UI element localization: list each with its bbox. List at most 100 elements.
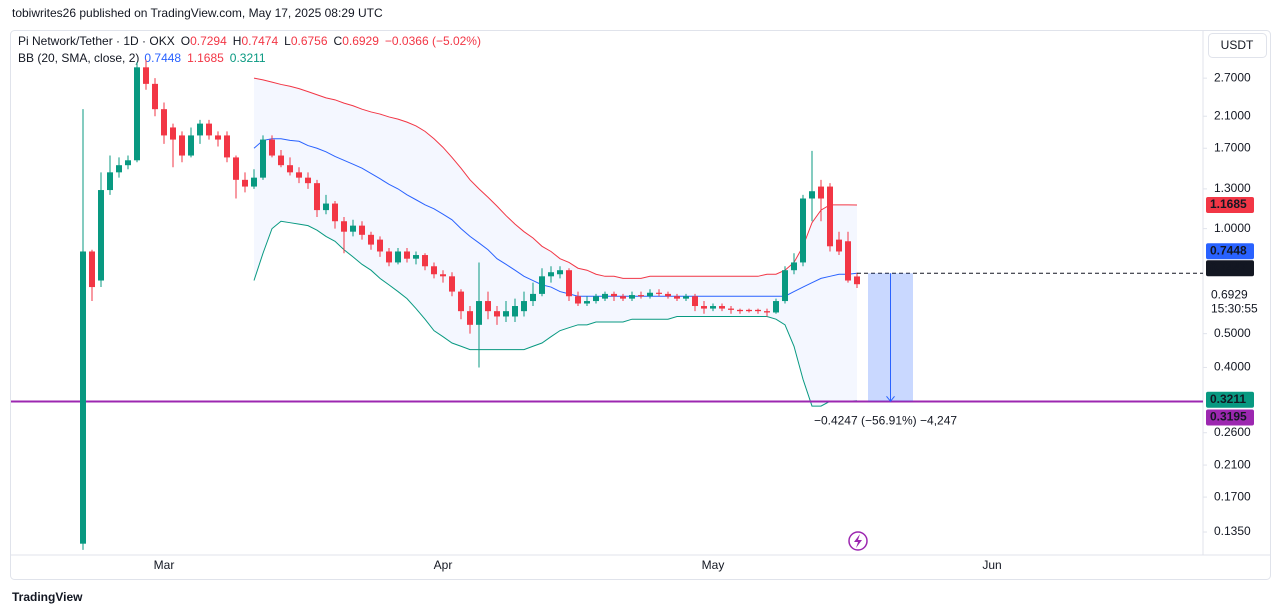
- candle-body: [620, 296, 626, 299]
- y-tick-label: 1.0000: [1214, 221, 1251, 235]
- candle-body: [341, 221, 347, 232]
- candle-body: [557, 270, 563, 275]
- candle-body: [611, 293, 617, 297]
- candle-body: [287, 165, 293, 173]
- candle-body: [746, 309, 752, 312]
- price-label-box: [1206, 391, 1254, 408]
- legend-ohlc: Pi Network/Tether · 1D · OKX O0.7294 H0.74…: [18, 34, 481, 48]
- candle-body: [107, 172, 113, 191]
- candle-body: [296, 172, 302, 178]
- ohlc-value: 0.6929: [342, 34, 379, 48]
- indicator-value: 1.1685: [187, 51, 224, 65]
- candle-body: [476, 301, 482, 325]
- candle-body: [773, 301, 779, 313]
- candle-body: [737, 309, 743, 312]
- candle-body: [548, 272, 554, 277]
- price-label: 1.1685: [1210, 197, 1247, 211]
- icon-bolt[interactable]: [854, 534, 862, 548]
- candle-body: [782, 270, 788, 302]
- candle-body: [656, 292, 662, 294]
- candle-body: [539, 276, 545, 294]
- countdown: 15:30:55: [1211, 301, 1258, 315]
- y-tick-label: 0.5000: [1214, 326, 1251, 340]
- candle-body: [701, 306, 707, 309]
- x-tick-label: Apr: [434, 558, 453, 572]
- band-fill: [254, 78, 857, 407]
- candle-body: [458, 291, 464, 312]
- chart-frame: [10, 30, 1271, 580]
- candle-body: [431, 266, 437, 275]
- candle-body: [728, 308, 734, 310]
- candle-body: [800, 198, 806, 263]
- candle-body: [404, 251, 410, 259]
- ohlc-value: 0.7294: [190, 34, 227, 48]
- candle-body: [116, 165, 122, 173]
- candle-body: [512, 306, 518, 317]
- candle-body: [377, 239, 383, 252]
- ohlc-key: O: [181, 34, 190, 48]
- candle-body: [350, 225, 356, 232]
- candle-body: [530, 293, 536, 302]
- candle-body: [440, 274, 446, 277]
- y-tick-label: 0.2100: [1214, 457, 1251, 471]
- candle-body: [674, 296, 680, 299]
- candle-body: [170, 127, 176, 140]
- icon-circle[interactable]: [848, 531, 868, 551]
- candle-body: [755, 309, 761, 312]
- price-label: 0.7448: [1210, 243, 1247, 257]
- candle-body: [521, 301, 527, 312]
- candle-body: [323, 203, 329, 211]
- candle-body: [215, 135, 221, 140]
- x-tick-label: Jun: [982, 558, 1001, 572]
- price-label: 0.3211: [1210, 392, 1246, 406]
- ohlc-key: H: [233, 34, 242, 48]
- candle-body: [206, 123, 212, 136]
- plot: −0.4247 (−56.91%) −4,247: [11, 59, 1203, 550]
- candle-body: [179, 135, 185, 156]
- candle-body: [251, 177, 257, 187]
- candle-body: [422, 255, 428, 267]
- candle-body: [467, 311, 473, 325]
- candle-body: [503, 311, 509, 317]
- price-label: 0.3195: [1210, 410, 1247, 424]
- footer-logo: TradingView: [12, 590, 83, 604]
- candle-body: [143, 67, 149, 84]
- candle-body: [854, 276, 860, 285]
- candle-body: [710, 306, 716, 309]
- candle-body: [161, 109, 167, 136]
- candle-body: [665, 293, 671, 297]
- candle-body: [584, 301, 590, 304]
- ohlc-value: 0.7474: [241, 34, 278, 48]
- band-line: [253, 220, 858, 407]
- candle-body: [809, 191, 815, 199]
- indicator-label: BB (20, SMA, close, 2): [18, 51, 139, 65]
- y-tick-label: 0.1350: [1214, 524, 1251, 538]
- y-tick-label: 2.7000: [1214, 70, 1251, 84]
- band-line: [253, 138, 858, 297]
- candle-body: [395, 251, 401, 263]
- candle-body: [413, 255, 419, 259]
- candle-body: [152, 83, 158, 110]
- candle-body: [89, 251, 95, 288]
- candle-body: [485, 301, 491, 312]
- y-tick-label: 2.1000: [1214, 108, 1251, 122]
- currency-button[interactable]: [1208, 33, 1267, 58]
- candle-body: [233, 157, 239, 180]
- candle-body: [692, 296, 698, 307]
- candle-body: [197, 123, 203, 136]
- price-label-box: [1206, 260, 1254, 277]
- measure-label: −0.4247 (−56.91%) −4,247: [814, 413, 957, 427]
- band-line: [253, 77, 858, 279]
- candle-body: [494, 311, 500, 317]
- candle-body: [719, 306, 725, 309]
- candle-body: [188, 135, 194, 156]
- attribution: tobiwrites26 published on TradingView.co…: [12, 6, 383, 20]
- candle-body: [305, 177, 311, 184]
- currency[interactable]: USDT: [1221, 38, 1254, 52]
- replay-icon[interactable]: [848, 531, 868, 551]
- candle-body: [314, 183, 320, 211]
- candle-body: [386, 251, 392, 263]
- candle-body: [638, 295, 644, 297]
- candle-body: [80, 251, 86, 544]
